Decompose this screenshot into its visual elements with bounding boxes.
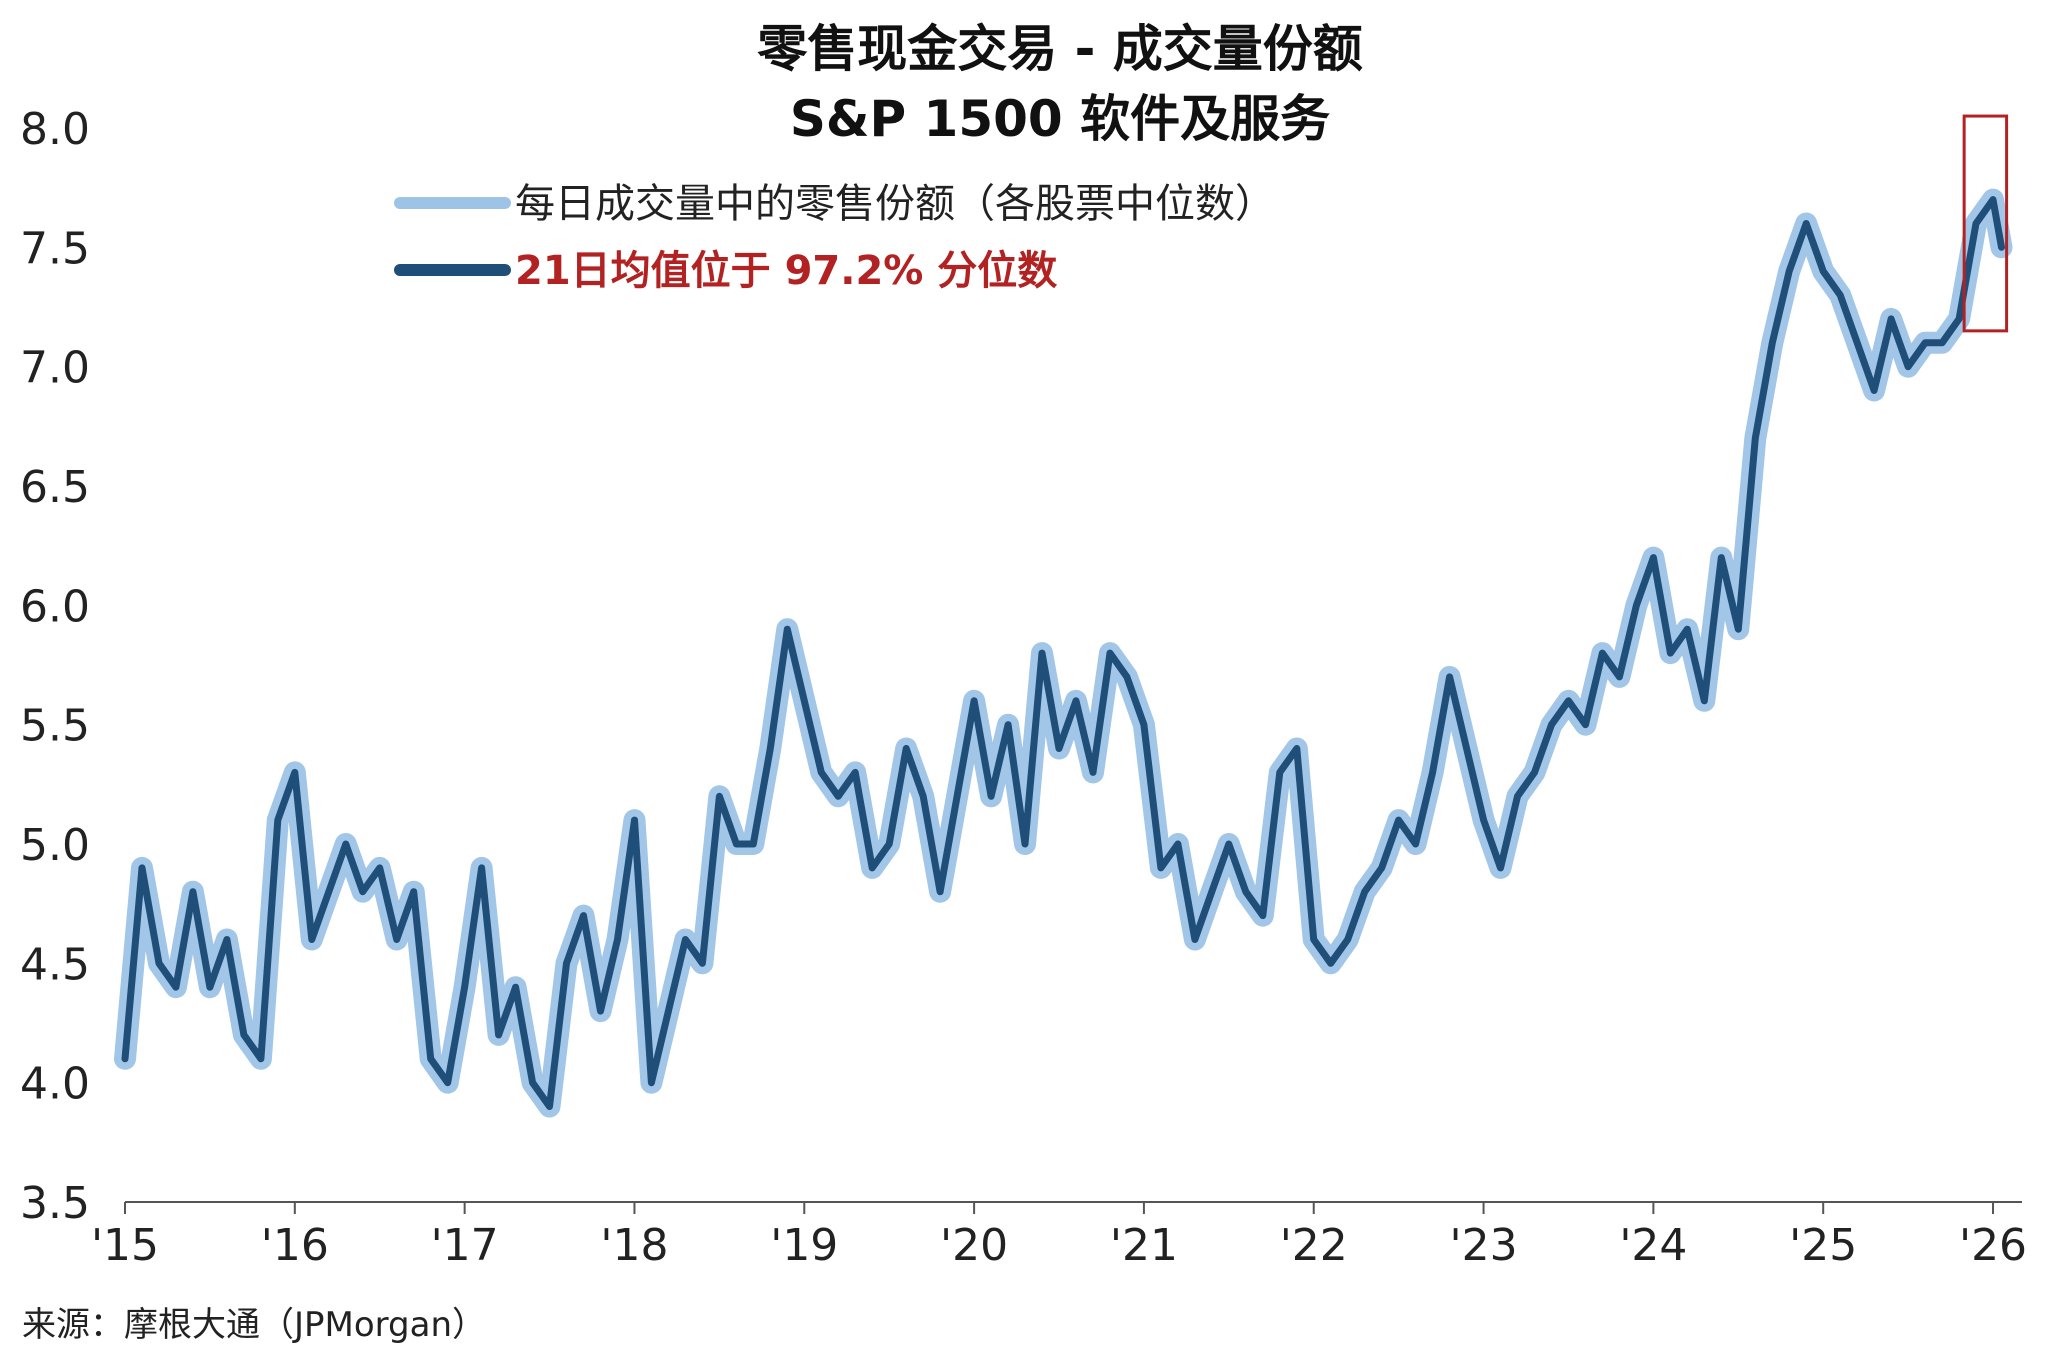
y-tick-label: 3.5 xyxy=(20,1178,90,1229)
y-tick-label: 6.0 xyxy=(20,581,90,632)
series-line-21d-average xyxy=(121,196,2005,1110)
y-tick-label: 8.0 xyxy=(20,104,90,155)
y-tick-label: 5.5 xyxy=(20,701,90,752)
x-tick-label: '25 xyxy=(1789,1220,1857,1271)
x-tick-label: '16 xyxy=(261,1220,329,1271)
x-tick-label: '20 xyxy=(940,1220,1008,1271)
y-tick-label: 5.0 xyxy=(20,820,90,871)
x-tick-label: '17 xyxy=(431,1220,499,1271)
y-axis: 8.0 7.5 7.0 6.5 6.0 5.5 5.0 4.5 4.0 3.5 xyxy=(20,104,90,1229)
source-note: 来源：摩根大通（JPMorgan） xyxy=(22,1305,486,1345)
y-tick-label: 6.5 xyxy=(20,462,90,513)
chart-subtitle: S&P 1500 软件及服务 xyxy=(790,90,1330,148)
legend: 每日成交量中的零售份额（各股票中位数） 21日均值位于 97.2% 分位数 xyxy=(394,181,1275,294)
x-tick-label: '26 xyxy=(1959,1220,2027,1271)
legend-label-rolling: 21日均值位于 97.2% 分位数 xyxy=(515,248,1057,294)
y-tick-label: 7.5 xyxy=(20,223,90,274)
y-tick-label: 4.0 xyxy=(20,1059,90,1110)
x-tick-label: '23 xyxy=(1450,1220,1518,1271)
chart-title: 零售现金交易 - 成交量份额 xyxy=(757,20,1363,78)
x-axis: '15 '16 '17 '18 '19 '20 '21 '22 '23 '24 '25 '26 xyxy=(91,1202,2027,1271)
x-tick-label: '19 xyxy=(770,1220,838,1271)
x-tick-label: '18 xyxy=(600,1220,668,1271)
x-tick-label: '21 xyxy=(1110,1220,1178,1271)
x-tick-label: '24 xyxy=(1619,1220,1687,1271)
series-line-daily-share xyxy=(114,188,2013,1118)
y-tick-label: 7.0 xyxy=(20,343,90,394)
legend-label-daily: 每日成交量中的零售份额（各股票中位数） xyxy=(515,181,1275,227)
x-tick-label: '22 xyxy=(1280,1220,1348,1271)
series-layer xyxy=(114,188,2013,1118)
x-tick-label: '15 xyxy=(91,1220,159,1271)
y-tick-label: 4.5 xyxy=(20,939,90,990)
highlight-box xyxy=(1962,114,2009,333)
